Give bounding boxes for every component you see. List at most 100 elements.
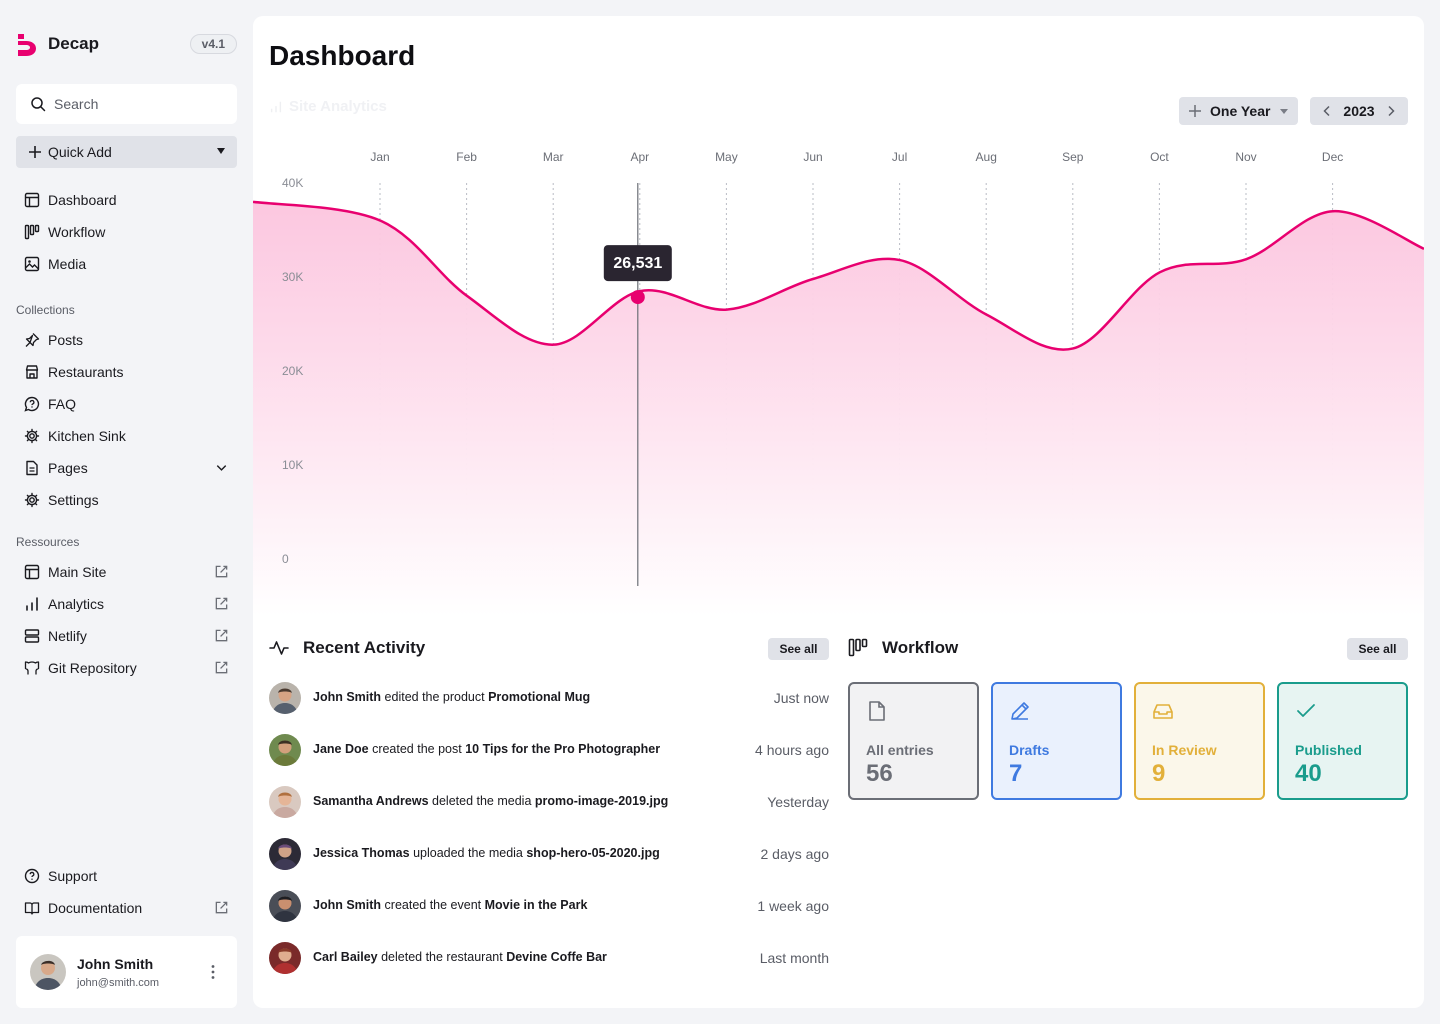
version-badge: v4.1 xyxy=(189,34,237,54)
nav-item-documentation[interactable]: Documentation xyxy=(16,894,237,922)
nav-item-media[interactable]: Media xyxy=(16,250,237,278)
nav-item-workflow[interactable]: Workflow xyxy=(16,218,237,246)
activity-actor: Carl Bailey xyxy=(313,950,378,964)
avatar xyxy=(269,838,301,870)
range-label: One Year xyxy=(1210,103,1271,119)
activity-row[interactable]: Jessica Thomas uploaded the media shop-h… xyxy=(269,838,829,870)
activity-target[interactable]: Devine Coffe Bar xyxy=(506,950,607,964)
activity-row[interactable]: John Smith created the event Movie in th… xyxy=(269,890,829,922)
activity-target[interactable]: promo-image-2019.jpg xyxy=(534,794,669,808)
sidebar: Decap v4.1 Quick Add Dashboard Workflow … xyxy=(0,0,253,1024)
nav-item-netlify[interactable]: Netlify xyxy=(16,622,237,650)
hover-point xyxy=(630,290,645,305)
external-link-icon xyxy=(215,901,228,914)
nav-item-support[interactable]: Support xyxy=(16,862,237,890)
workflow-heading: Workflow xyxy=(848,638,958,658)
nav-item-label: Documentation xyxy=(48,900,143,916)
area-chart: Jan Feb Mar Apr May Jun Jul Aug Sep Oct Nov Dec 40K 3… xyxy=(253,150,1424,616)
y-tick-label: 0 xyxy=(282,552,289,566)
x-tick-label: Jul xyxy=(892,150,907,164)
nav-item-kitchen-sink[interactable]: Kitchen Sink xyxy=(16,422,237,450)
nav-item-label: Workflow xyxy=(48,224,106,240)
workflow-card-drafts[interactable]: Drafts 7 xyxy=(991,682,1122,800)
user-name: John Smith xyxy=(77,956,154,972)
card-value: 9 xyxy=(1152,760,1166,787)
nav-item-label: Media xyxy=(48,256,87,272)
user-card[interactable]: John Smith john@smith.com xyxy=(16,936,237,1008)
nav-item-label: Support xyxy=(48,868,98,884)
caret-down-icon xyxy=(1280,109,1288,114)
activity-actor: John Smith xyxy=(313,690,382,704)
help-circle-icon xyxy=(24,868,40,884)
nav-item-pages[interactable]: Pages xyxy=(16,454,237,482)
nav-item-git-repository[interactable]: Git Repository xyxy=(16,654,237,682)
workflow-card-all-entries[interactable]: All entries 56 xyxy=(848,682,979,800)
activity-target[interactable]: shop-hero-05-2020.jpg xyxy=(526,846,660,860)
range-select[interactable]: One Year xyxy=(1179,97,1298,125)
activity-see-all-button[interactable]: See all xyxy=(768,638,829,660)
quick-add-label: Quick Add xyxy=(48,144,112,160)
activity-row[interactable]: Carl Bailey deleted the restaurant Devin… xyxy=(269,942,829,974)
more-vertical-icon[interactable] xyxy=(211,964,215,980)
activity-action: created the event xyxy=(381,898,485,912)
page-title: Dashboard xyxy=(269,40,416,71)
quick-add-button[interactable]: Quick Add xyxy=(16,136,237,168)
nav-item-label: Analytics xyxy=(48,596,105,612)
x-tick-label: Nov xyxy=(1235,150,1256,164)
x-tick-label: Dec xyxy=(1322,150,1343,164)
search-input[interactable] xyxy=(54,96,224,112)
chevron-right-icon[interactable] xyxy=(1384,104,1398,118)
nav-item-main-site[interactable]: Main Site xyxy=(16,558,237,586)
workflow-see-all-button[interactable]: See all xyxy=(1347,638,1408,660)
kanban-icon xyxy=(848,638,868,657)
chevron-down-icon[interactable] xyxy=(214,460,229,475)
activity-row[interactable]: Samantha Andrews deleted the media promo… xyxy=(269,786,829,818)
x-tick-label: Oct xyxy=(1150,150,1169,164)
card-label: Drafts xyxy=(1009,742,1050,758)
activity-time: Yesterday xyxy=(767,794,829,810)
activity-actor: Jessica Thomas xyxy=(313,846,410,860)
nav-item-faq[interactable]: FAQ xyxy=(16,390,237,418)
activity-target[interactable]: 10 Tips for the Pro Photographer xyxy=(465,742,661,756)
activity-time: Last month xyxy=(759,950,829,966)
recent-activity-title: Recent Activity xyxy=(303,638,426,657)
activity-target[interactable]: Promotional Mug xyxy=(488,690,591,704)
nav-item-settings[interactable]: Settings xyxy=(16,486,237,514)
nav-item-posts[interactable]: Posts xyxy=(16,326,237,354)
activity-target[interactable]: Movie in the Park xyxy=(484,898,588,912)
x-tick-label: Sep xyxy=(1062,150,1084,164)
help-bubble-icon xyxy=(24,396,40,412)
workflow-card-in-review[interactable]: In Review 9 xyxy=(1134,682,1265,800)
nav-item-dashboard[interactable]: Dashboard xyxy=(16,186,237,214)
search-box[interactable] xyxy=(16,84,237,124)
y-tick-label: 20K xyxy=(282,364,303,378)
avatar xyxy=(269,734,301,766)
activity-row[interactable]: John Smith edited the product Promotiona… xyxy=(269,682,829,714)
x-tick-label: Jun xyxy=(803,150,822,164)
check-icon xyxy=(1297,704,1315,717)
activity-text: John Smith edited the product Promotiona… xyxy=(313,690,590,704)
file-icon xyxy=(26,460,38,476)
card-value: 40 xyxy=(1295,760,1322,787)
nav-item-analytics[interactable]: Analytics xyxy=(16,590,237,618)
chevron-left-icon[interactable] xyxy=(1320,104,1334,118)
workflow-card-published[interactable]: Published 40 xyxy=(1277,682,1408,800)
tooltip-box xyxy=(603,245,672,282)
card-label: All entries xyxy=(866,742,934,758)
caret-down-icon xyxy=(217,148,225,154)
card-value: 7 xyxy=(1009,760,1023,787)
activity-actor: Samantha Andrews xyxy=(313,794,429,808)
activity-row[interactable]: Jane Doe created the post 10 Tips for th… xyxy=(269,734,829,766)
activity-actor: John Smith xyxy=(313,898,382,912)
bar-chart-icon xyxy=(26,597,38,611)
avatar xyxy=(269,942,301,974)
resources-heading: Ressources xyxy=(16,535,80,549)
avatar xyxy=(269,682,301,714)
activity-action: edited the product xyxy=(381,690,489,704)
tooltip-value: 26,531 xyxy=(613,255,662,272)
nav-item-restaurants[interactable]: Restaurants xyxy=(16,358,237,386)
card-value: 56 xyxy=(866,760,893,787)
activity-text: John Smith created the event Movie in th… xyxy=(313,898,587,912)
image-icon xyxy=(24,256,40,272)
brand[interactable]: Decap v4.1 xyxy=(16,30,237,58)
